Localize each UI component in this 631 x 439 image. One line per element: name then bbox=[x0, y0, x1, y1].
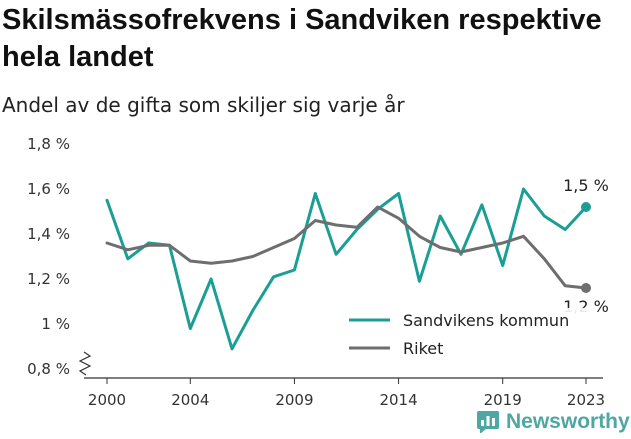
y-tick-label: 1 % bbox=[41, 315, 70, 333]
x-axis: 2000 2004 2009 2014 2019 2023 bbox=[78, 351, 605, 409]
y-tick-label: 1,4 % bbox=[27, 225, 70, 243]
x-tick-label: 2023 bbox=[567, 391, 605, 409]
y-axis: 0,8 % 1 % 1,2 % 1,4 % 1,6 % 1,8 % bbox=[27, 135, 70, 378]
y-tick-label: 1,6 % bbox=[27, 180, 70, 198]
series-end-point-0 bbox=[581, 202, 591, 212]
legend-label-0: Sandvikens kommun bbox=[403, 311, 569, 330]
chart-subtitle: Andel av de gifta som skiljer sig varje … bbox=[2, 93, 405, 117]
newsworthy-brand: Newsworthy bbox=[476, 408, 630, 436]
series-layer: 1,5 %1,2 % bbox=[105, 176, 609, 351]
x-tick-label: 2014 bbox=[379, 391, 417, 409]
axis-break-marker bbox=[78, 351, 92, 376]
x-tick-label: 2019 bbox=[484, 391, 522, 409]
series-line-0 bbox=[105, 187, 588, 351]
brand-name: Newsworthy bbox=[506, 410, 630, 433]
x-tick-label: 2000 bbox=[88, 391, 126, 409]
y-tick-label: 1,2 % bbox=[27, 270, 70, 288]
series-end-point-1 bbox=[581, 283, 591, 293]
legend: Sandvikens kommun Riket bbox=[340, 308, 594, 360]
x-tick-label: 2004 bbox=[171, 391, 209, 409]
series-end-label-0: 1,5 % bbox=[563, 176, 609, 195]
y-tick-label: 0,8 % bbox=[27, 360, 70, 378]
series-line-1 bbox=[105, 205, 588, 290]
chart-title: Skilsmässofrekvens i Sandviken respektiv… bbox=[2, 4, 602, 73]
legend-label-1: Riket bbox=[403, 339, 443, 358]
y-tick-label: 1,8 % bbox=[27, 135, 70, 153]
chart-logo-icon bbox=[476, 407, 500, 437]
x-tick-label: 2009 bbox=[275, 391, 313, 409]
